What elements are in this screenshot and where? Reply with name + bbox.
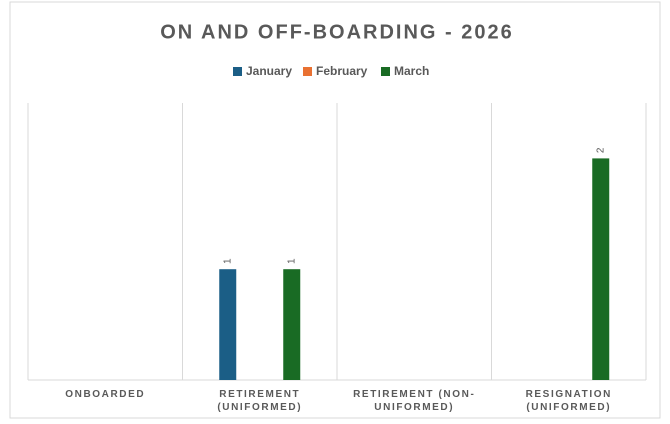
chart-border [9,1,661,419]
bar [592,158,610,380]
x-tick-label: RETIREMENT (NON-UNIFORMED) [353,389,476,413]
x-tick-label: ONBOARDED [65,389,146,400]
bar [219,269,237,380]
legend-label: January [246,64,292,78]
legend-swatch [381,67,390,76]
legend-swatch [233,67,242,76]
data-label: 2 [595,147,606,153]
chart-title: ON AND OFF-BOARDING - 2026 [160,21,514,43]
legend-swatch [303,67,312,76]
legend-label: February [316,64,368,78]
bar [283,269,301,380]
x-tick-label: RETIREMENT (UNIFORMED) [217,389,303,413]
legend-label: March [394,64,429,78]
data-label: 1 [222,258,233,264]
data-label: 1 [286,258,297,264]
x-tick-label: RESIGNATION (UNIFORMED) [525,389,612,413]
